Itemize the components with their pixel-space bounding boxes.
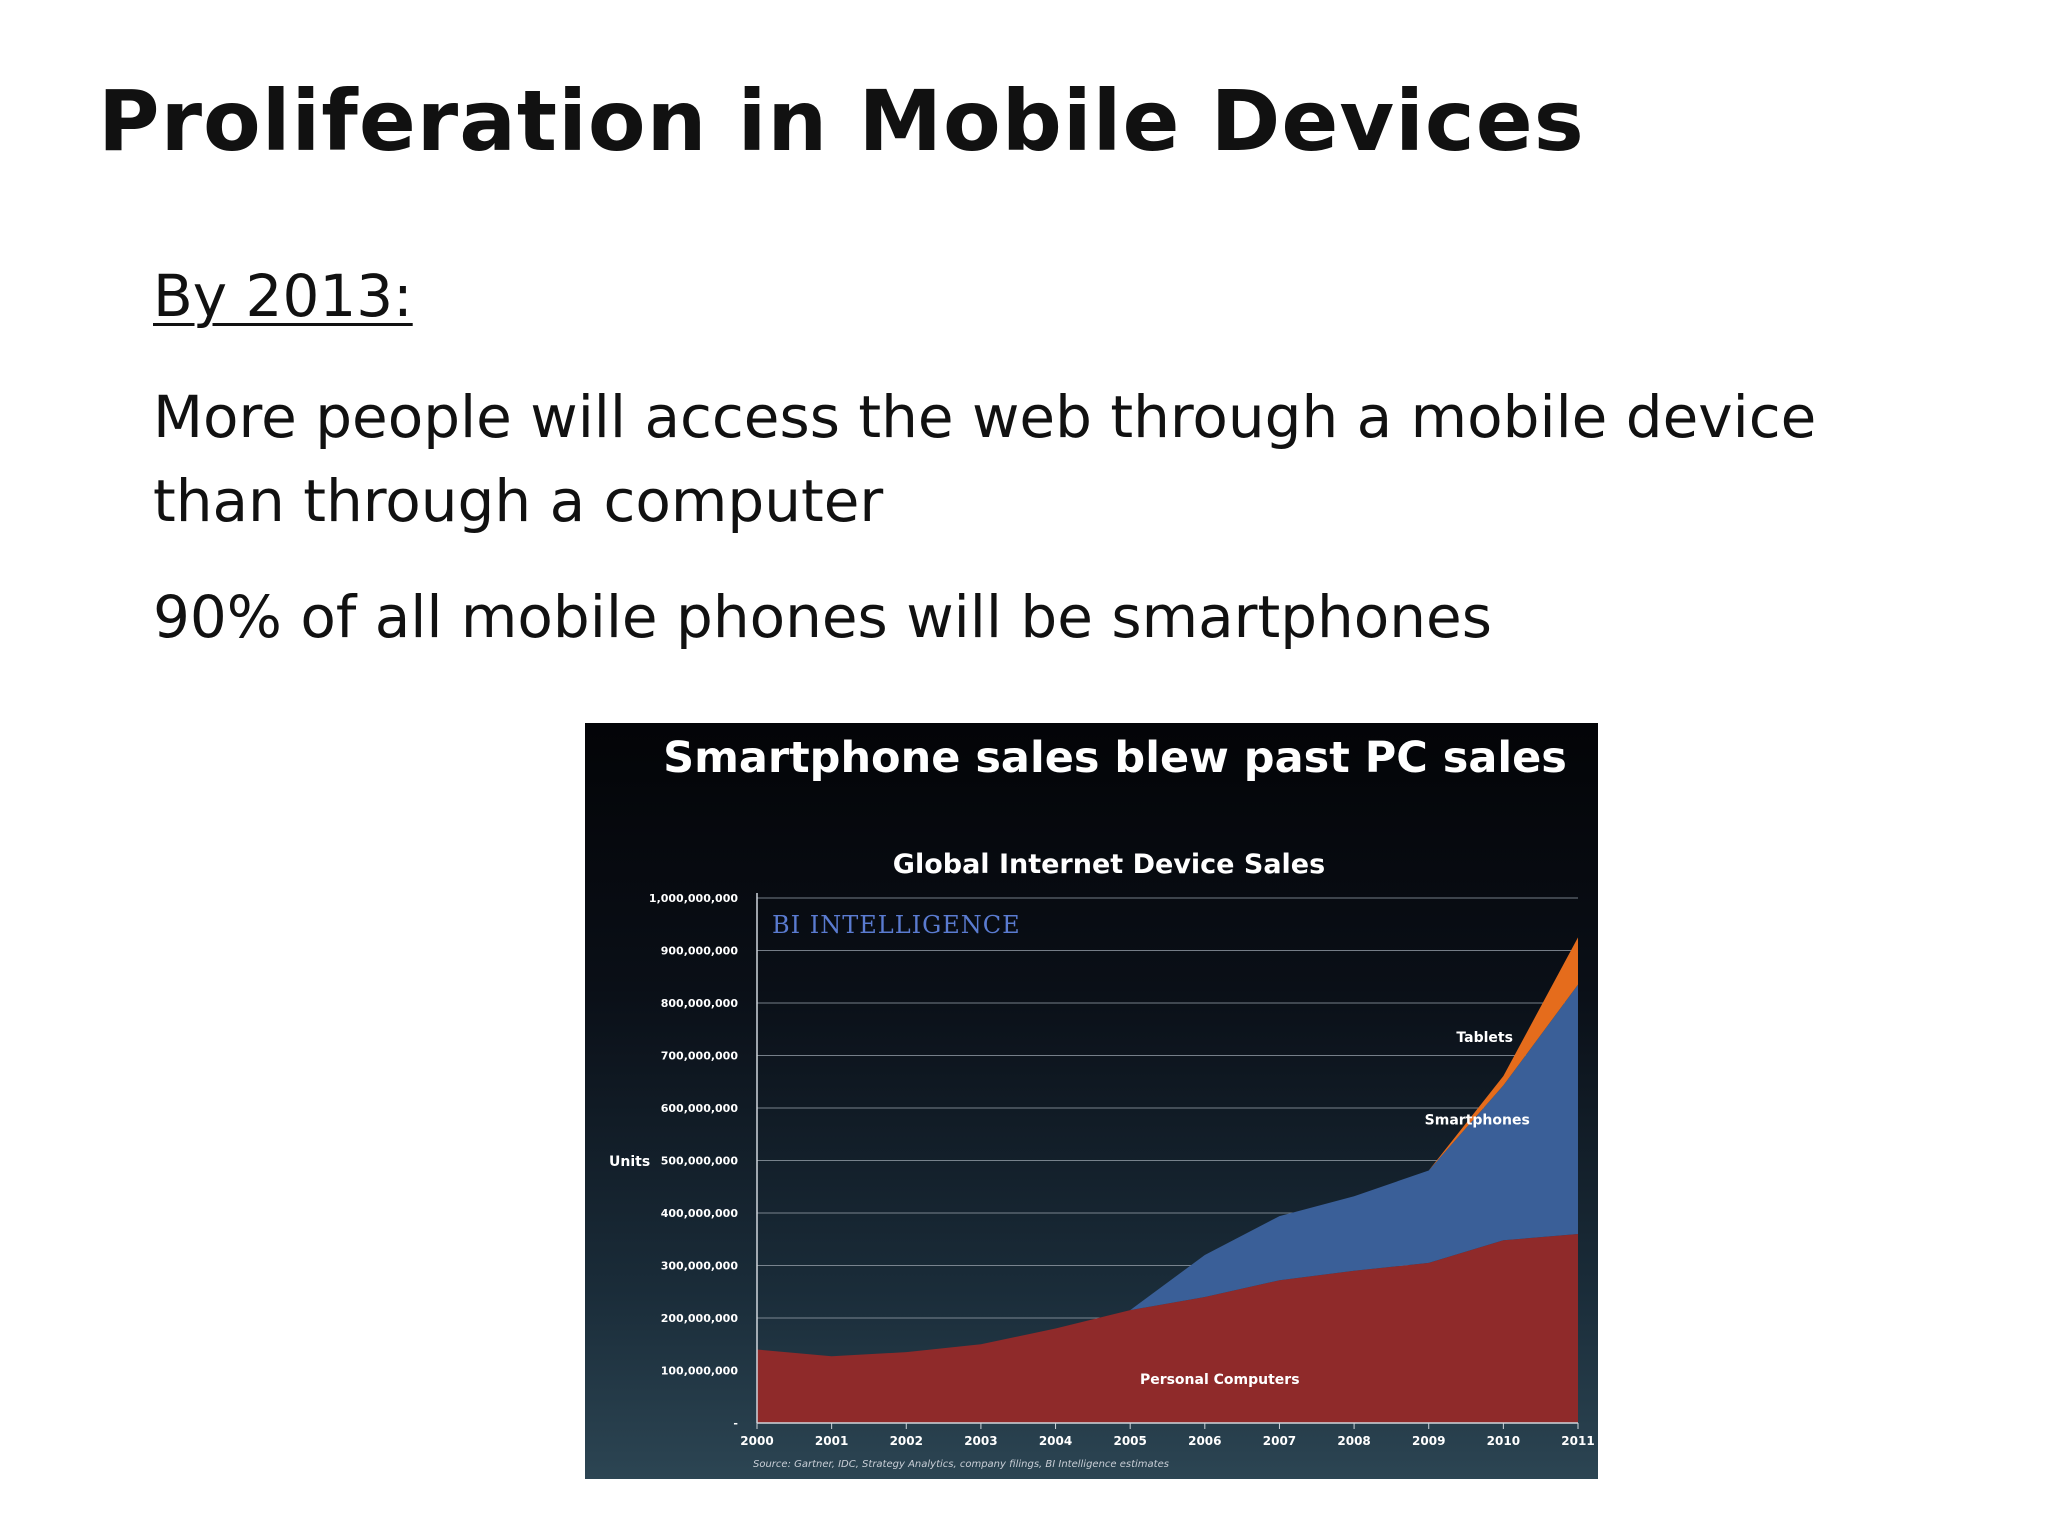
area-chart: Smartphone sales blew past PC sales Glob…: [609, 733, 1595, 1470]
x-tick-label: 2003: [964, 1434, 997, 1448]
chart-title: Global Internet Device Sales: [893, 849, 1325, 880]
y-tick-label: 900,000,000: [661, 945, 739, 958]
x-tick-label: 2011: [1561, 1434, 1594, 1448]
y-tick-label: 100,000,000: [661, 1365, 739, 1378]
chart-source: Source: Gartner, IDC, Strategy Analytics…: [753, 1459, 1169, 1470]
y-tick-label: 800,000,000: [661, 997, 739, 1010]
bullet-smartphone-share: 90% of all mobile phones will be smartph…: [153, 583, 1492, 651]
chart-headline: Smartphone sales blew past PC sales: [663, 733, 1567, 783]
y-axis-label: Units: [609, 1154, 650, 1170]
series-label: Personal Computers: [1140, 1372, 1300, 1388]
series-label: Tablets: [1456, 1030, 1513, 1046]
area-smartphones: [757, 984, 1578, 1357]
x-tick-label: 2005: [1113, 1434, 1146, 1448]
y-tick-label: 200,000,000: [661, 1312, 739, 1325]
area-personal-computers: [757, 1234, 1578, 1423]
x-tick-label: 2000: [740, 1434, 773, 1448]
x-tick-label: 2001: [815, 1434, 848, 1448]
x-tick-label: 2002: [890, 1434, 923, 1448]
slide-title: Proliferation in Mobile Devices: [98, 72, 1585, 170]
y-tick-label: -: [733, 1417, 738, 1430]
x-tick-label: 2009: [1412, 1434, 1445, 1448]
slide-subheading: By 2013:: [153, 262, 413, 330]
y-tick-label: 300,000,000: [661, 1260, 739, 1273]
axes: - 100,000,000 200,000,000 300,000,000 400,00…: [649, 892, 1595, 1448]
y-tick-label: 500,000,000: [661, 1155, 739, 1168]
series-areas: [757, 937, 1578, 1423]
y-tick-label: 700,000,000: [661, 1050, 739, 1063]
bullet-mobile-access: More people will access the web through …: [153, 383, 1817, 535]
x-tick-label: 2010: [1487, 1434, 1520, 1448]
x-tick-label: 2007: [1263, 1434, 1296, 1448]
series-label: Smartphones: [1425, 1112, 1530, 1128]
y-tick-label: 600,000,000: [661, 1102, 739, 1115]
chart-panel: Smartphone sales blew past PC sales Glob…: [585, 723, 1598, 1479]
x-tick-label: 2004: [1039, 1434, 1072, 1448]
series-labels: Personal Computers Smartphones Tablets: [1140, 1030, 1530, 1388]
chart-watermark: BI INTELLIGENCE: [772, 911, 1021, 939]
x-tick-label: 2006: [1188, 1434, 1221, 1448]
y-tick-label: 1,000,000,000: [649, 892, 738, 905]
y-tick-label: 400,000,000: [661, 1207, 739, 1220]
grid-lines: [757, 897, 1578, 1371]
x-tick-label: 2008: [1337, 1434, 1370, 1448]
